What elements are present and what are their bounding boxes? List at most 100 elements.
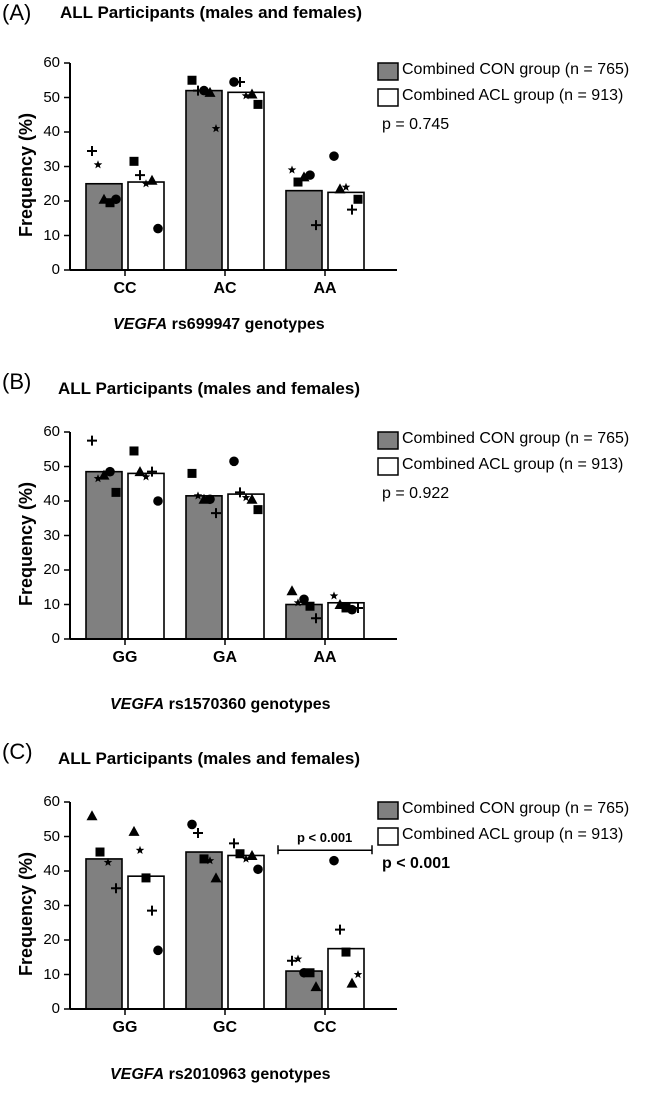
x-axis-snp: rs2010963 genotypes (164, 1066, 331, 1083)
data-point-acl (235, 76, 245, 87)
y-tick-label: 0 (51, 261, 60, 278)
data-point-con (310, 981, 322, 992)
bar-acl (227, 493, 265, 640)
y-tick-label: 0 (51, 630, 60, 647)
data-point-acl (329, 591, 339, 600)
data-point-con (105, 466, 115, 477)
data-point-acl (135, 845, 145, 854)
data-point-con (211, 508, 221, 519)
data-point-acl (353, 970, 363, 979)
x-category-label: GC (213, 1019, 237, 1036)
legend-swatch-acl (377, 88, 399, 107)
x-category-label: CC (113, 280, 137, 297)
y-tick-label: 10 (43, 965, 60, 983)
panel-letter: (B) (2, 369, 32, 394)
data-point-acl (329, 151, 339, 161)
data-point-con (187, 468, 197, 478)
x-category-label: CC (313, 1019, 337, 1036)
data-point-acl (334, 183, 346, 194)
data-point-acl (246, 849, 258, 860)
data-point-con (111, 487, 121, 497)
chart-title: ALL Participants (males and females) (60, 3, 363, 22)
bar-acl (327, 191, 365, 271)
data-point-con (193, 828, 203, 839)
data-point-con (193, 491, 203, 500)
y-tick-label: 40 (43, 492, 60, 509)
data-point-acl (335, 924, 345, 935)
data-point-acl (246, 88, 258, 99)
bar-con (85, 858, 123, 1010)
data-point-acl (141, 179, 151, 188)
data-point-con (311, 613, 321, 624)
data-point-con (187, 75, 197, 85)
data-point-acl (153, 496, 163, 506)
x-category-label: GG (112, 1019, 138, 1036)
data-point-acl (147, 466, 157, 477)
y-tick-label: 60 (43, 423, 60, 440)
data-point-acl (253, 505, 263, 515)
data-point-con (210, 872, 222, 883)
data-point-acl (235, 487, 245, 498)
data-point-acl (329, 855, 339, 866)
x-category-label: AA (313, 649, 337, 666)
data-point-acl (241, 493, 251, 502)
data-point-con (98, 469, 110, 480)
data-point-acl (147, 905, 157, 916)
chart-panel: (C) ALL Participants (males and females) F… (0, 739, 650, 1108)
data-point-acl (128, 825, 140, 836)
chart-panel: (B) ALL Participants (males and females) F… (0, 369, 650, 738)
bar-acl (227, 91, 265, 271)
data-point-acl (353, 194, 363, 204)
data-point-con (86, 810, 98, 821)
bar-acl (127, 875, 165, 1010)
data-point-acl (153, 945, 163, 956)
significance-bracket (277, 845, 373, 855)
data-point-con (93, 474, 103, 483)
y-tick-label: 50 (43, 457, 60, 475)
data-point-acl (347, 204, 357, 215)
data-point-acl (241, 91, 251, 100)
data-point-acl (146, 174, 158, 185)
legend-label: Combined CON group (n = 765) (402, 61, 630, 78)
data-point-con (187, 819, 197, 830)
legend-label: Combined CON group (n = 765) (402, 430, 630, 447)
bar-con (85, 470, 123, 640)
data-point-con (105, 198, 115, 208)
y-tick-label: 10 (43, 226, 60, 244)
x-category-label: GG (112, 649, 138, 666)
data-point-con (87, 145, 97, 156)
y-tick-label: 40 (43, 862, 60, 879)
data-point-acl (353, 602, 363, 613)
data-point-con (293, 598, 303, 607)
bar-con (285, 189, 323, 271)
data-point-acl (341, 947, 351, 957)
y-tick-label: 20 (43, 561, 60, 578)
y-tick-label: 30 (43, 157, 60, 175)
data-point-acl (346, 977, 358, 988)
panel-letter: (C) (2, 739, 33, 764)
legend-label: Combined ACL group (n = 913) (402, 826, 624, 843)
data-point-acl (229, 838, 239, 849)
data-point-con (103, 857, 113, 867)
legend-swatch-con (377, 801, 399, 820)
data-point-con (287, 955, 297, 966)
data-point-acl (229, 456, 239, 467)
legend-swatch-acl (377, 827, 399, 846)
data-point-con (205, 494, 215, 505)
panel-letter: (A) (2, 0, 32, 25)
data-point-acl (341, 603, 351, 613)
data-point-acl (253, 99, 263, 109)
data-point-con (293, 954, 303, 963)
y-tick-label: 60 (43, 793, 60, 810)
data-point-con (305, 601, 315, 611)
data-point-con (211, 124, 221, 133)
bracket-label: p < 0.001 (297, 830, 353, 846)
x-category-label: AA (313, 280, 337, 297)
data-point-con (305, 968, 315, 978)
data-point-con (199, 85, 209, 96)
y-tick-label: 20 (43, 192, 60, 209)
data-point-con (286, 585, 298, 596)
y-tick-label: 50 (43, 88, 60, 106)
data-point-acl (129, 156, 139, 166)
data-point-con (111, 194, 121, 205)
